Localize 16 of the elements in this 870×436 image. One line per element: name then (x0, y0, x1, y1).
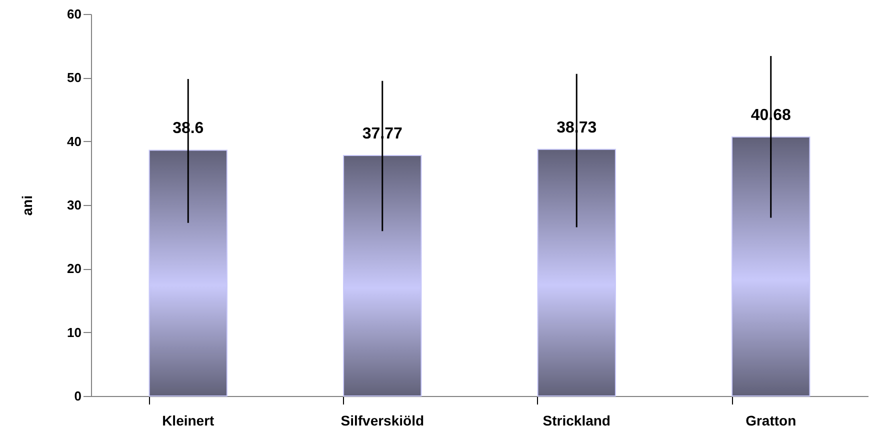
y-tick-label: 10 (67, 324, 82, 340)
y-tick-label: 20 (67, 261, 82, 276)
x-tick-label: Silfverskiöld (340, 412, 424, 428)
y-tick-label: 30 (67, 198, 82, 212)
y-axis-title: ani (19, 195, 36, 216)
y-tick-label: 50 (67, 70, 82, 86)
x-tick-label: Gratton (746, 412, 796, 428)
bar (537, 148, 616, 396)
x-tick-label: Strickland (542, 412, 610, 428)
y-tick-label: 0 (74, 388, 82, 404)
bar (148, 150, 228, 396)
x-tick-label: Kleinert (162, 412, 215, 428)
bar (732, 136, 810, 396)
y-tick-label: 40 (67, 134, 82, 149)
y-tick-label: 60 (67, 6, 82, 22)
bar (343, 155, 422, 396)
